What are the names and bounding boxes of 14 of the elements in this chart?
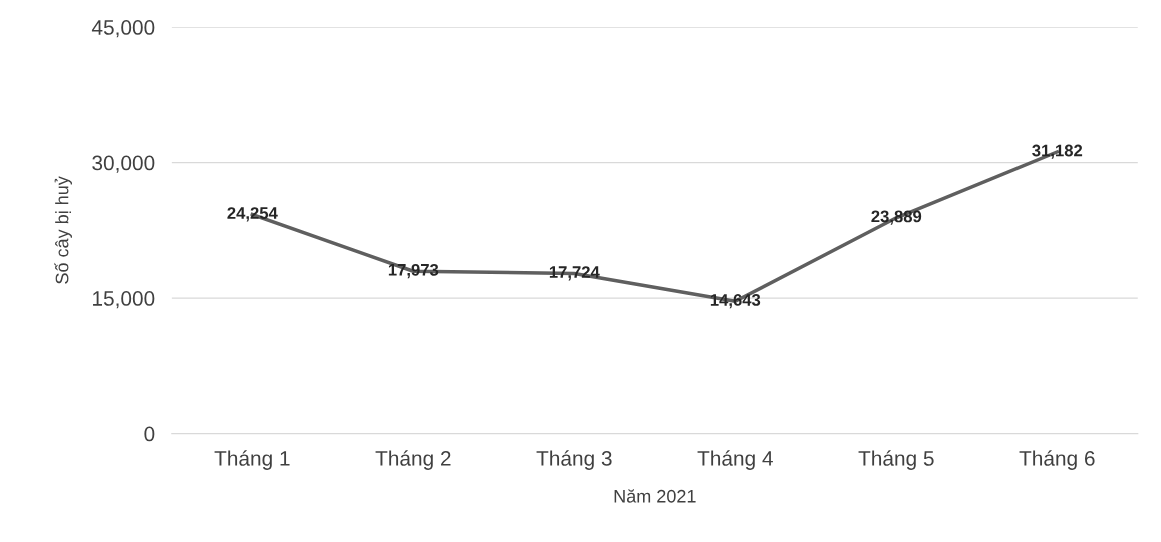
x-tick-label: Tháng 6 (1019, 450, 1095, 470)
x-tick-label: Tháng 2 (375, 450, 451, 470)
x-tick-label: Tháng 5 (858, 450, 934, 470)
x-tick-label: Tháng 3 (536, 450, 612, 470)
y-tick-label: 30,000 (92, 155, 155, 173)
x-tick-label: Tháng 1 (214, 450, 290, 470)
text: 31,182 (1032, 144, 1083, 159)
text: 24,254 (227, 207, 278, 222)
y-axis-title: Số cây bị huỷ (54, 176, 72, 284)
y-tick-label: 15,000 (93, 291, 155, 309)
y-tick-label: 45,000 (91, 20, 155, 38)
x-axis-title: Năm 2021 (614, 489, 696, 503)
x-tick-label: Tháng 4 (697, 450, 773, 470)
y-tick-label: 0 (144, 426, 155, 442)
